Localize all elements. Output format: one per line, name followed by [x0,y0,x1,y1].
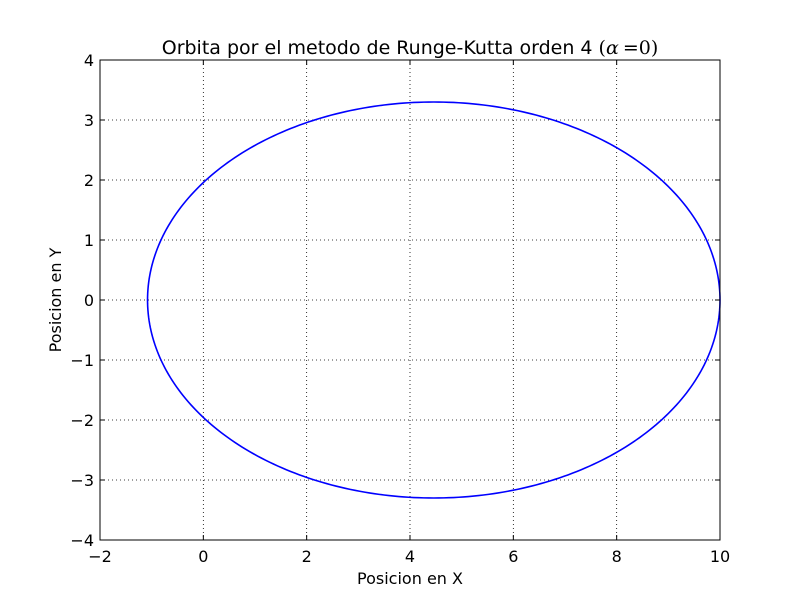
x-tick-label: 4 [405,547,415,566]
x-tick-label: 8 [612,547,622,566]
chart-title-text: Orbita por el metodo de Runge-Kutta orde… [162,37,593,59]
x-tick-label: 0 [198,547,208,566]
y-tick-label: −1 [70,351,94,370]
y-axis-label: Posicion en Y [46,247,65,352]
y-tick-label: −4 [70,531,94,550]
title-math-open: ( [599,37,606,59]
title-math-symbol: α [606,37,619,59]
y-tick-label: 4 [84,51,94,70]
y-tick-label: −2 [70,411,94,430]
x-axis-label: Posicion en X [357,569,463,588]
tick-marks [99,59,721,541]
y-tick-label: 0 [84,291,94,310]
x-tick-label: 10 [710,547,730,566]
x-tick-label: −2 [88,547,112,566]
series-group [146,101,721,499]
x-tick-label: 6 [508,547,518,566]
y-tick-label: 2 [84,171,94,190]
chart-title: Orbita por el metodo de Runge-Kutta orde… [162,37,659,59]
y-tick-label: 1 [84,231,94,250]
title-math-close: ) [651,37,658,59]
title-math-value: 0 [639,37,651,59]
grid-lines [100,60,720,540]
x-tick-label: 2 [302,547,312,566]
x-tick-labels: −2 0 2 4 6 8 10 [88,547,730,566]
orbit-series-line [146,101,721,499]
y-tick-labels: −4 −3 −2 −1 0 1 2 3 4 [70,51,94,550]
title-math-op: = [623,37,639,59]
y-tick-label: 3 [84,111,94,130]
y-tick-label: −3 [70,471,94,490]
